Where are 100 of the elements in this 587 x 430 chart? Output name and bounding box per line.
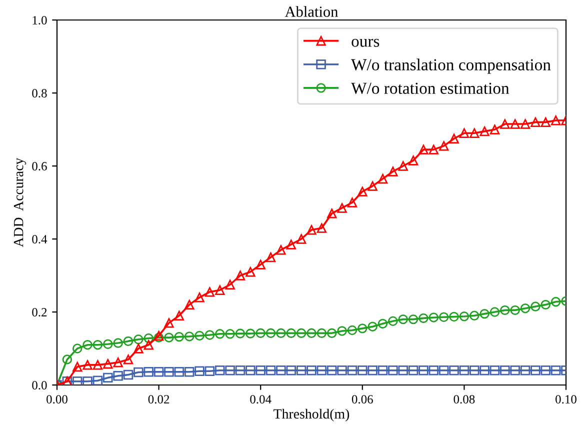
point (225, 329, 235, 339)
point (72, 362, 82, 372)
point (510, 305, 520, 316)
point (296, 328, 306, 338)
point (246, 266, 256, 277)
point (266, 366, 276, 376)
point (256, 328, 266, 338)
point (174, 367, 184, 377)
point (316, 366, 327, 376)
point (184, 367, 194, 377)
point (449, 366, 459, 376)
point (358, 366, 368, 376)
point (103, 372, 113, 383)
point (256, 366, 266, 376)
point (306, 225, 316, 235)
point (480, 126, 490, 136)
y-axis-title: ADD Accuracy (14, 158, 26, 248)
point (113, 338, 123, 348)
point (428, 366, 439, 376)
point (398, 314, 408, 324)
x-tick-label: 0.10 (556, 395, 576, 404)
y-tick-label: 0.0 (32, 381, 47, 390)
point (398, 161, 408, 171)
point (347, 198, 358, 208)
point (540, 300, 550, 310)
point (530, 117, 540, 128)
point (459, 312, 470, 322)
point (550, 296, 561, 307)
point (449, 312, 459, 322)
point (408, 366, 418, 376)
point (418, 313, 428, 324)
point (276, 366, 286, 376)
point (337, 366, 347, 376)
point (164, 332, 174, 342)
point (490, 307, 500, 317)
point (296, 366, 306, 376)
point (204, 366, 215, 376)
point (358, 324, 368, 334)
point (123, 354, 134, 364)
point (500, 366, 510, 376)
point (368, 322, 378, 332)
point (246, 328, 256, 338)
point (235, 328, 246, 338)
point (530, 366, 540, 376)
point (194, 330, 204, 341)
point (449, 134, 459, 144)
point (144, 340, 154, 350)
point (204, 330, 215, 340)
point (368, 181, 378, 191)
point (388, 316, 398, 326)
point (388, 366, 398, 376)
point (490, 366, 500, 376)
point (204, 287, 215, 297)
point (235, 270, 246, 280)
point (540, 366, 550, 376)
point (184, 300, 194, 310)
point (215, 366, 225, 376)
point (470, 128, 480, 138)
x-tick-label: 0.08 (454, 395, 475, 404)
point (408, 156, 418, 166)
point (92, 376, 103, 385)
point (82, 360, 92, 370)
point (418, 366, 428, 376)
x-tick-label: 0.00 (46, 395, 68, 404)
point (225, 366, 235, 376)
point (174, 310, 184, 321)
point (266, 252, 276, 262)
point (256, 260, 266, 270)
point (103, 339, 113, 349)
point (144, 367, 154, 377)
point (225, 280, 235, 290)
point (286, 328, 296, 338)
legend-label: W/o rotation estimation (351, 82, 510, 94)
point (378, 366, 388, 376)
point (306, 328, 316, 338)
x-tick-label: 0.06 (352, 395, 373, 404)
point (408, 314, 418, 324)
point (438, 312, 449, 322)
chart-title: Ablation (284, 6, 338, 17)
point (92, 360, 103, 370)
point (184, 332, 194, 342)
point (194, 366, 204, 376)
point (337, 203, 347, 213)
point (378, 174, 388, 184)
point (388, 166, 398, 176)
point (134, 367, 144, 378)
x-axis-title: Threshold(m) (274, 408, 350, 422)
y-tick-label: 0.6 (32, 162, 47, 171)
point (164, 318, 174, 328)
y-tick-label: 1.0 (32, 16, 47, 25)
point (144, 333, 154, 344)
point (276, 245, 286, 255)
point (347, 325, 358, 336)
x-tick-label: 0.02 (148, 395, 170, 404)
point (418, 144, 428, 154)
point (368, 366, 378, 376)
point (480, 308, 490, 319)
point (327, 208, 337, 218)
point (123, 370, 134, 380)
point (246, 366, 256, 376)
